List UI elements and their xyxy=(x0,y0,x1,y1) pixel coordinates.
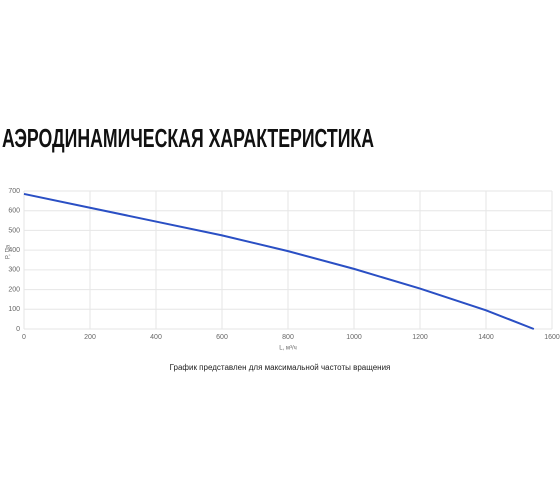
x-tick-label: 400 xyxy=(150,334,162,341)
caption: График представлен для максимальной част… xyxy=(170,363,391,372)
y-tick-label: 0 xyxy=(16,326,20,333)
x-axis-label: L, м³/ч xyxy=(279,346,297,352)
y-tick-label: 500 xyxy=(8,227,20,234)
x-tick-label: 0 xyxy=(22,334,26,341)
y-tick-label: 300 xyxy=(8,267,20,274)
x-tick-label: 200 xyxy=(84,334,96,341)
chart-title: АЭРОДИНАМИЧЕСКАЯ ХАРАКТЕРИСТИКА xyxy=(2,123,374,153)
data-line xyxy=(23,192,535,330)
y-tick-label: 400 xyxy=(8,247,20,254)
x-tick-label: 1000 xyxy=(346,334,362,341)
x-tick-label: 800 xyxy=(282,334,294,341)
x-tick-label: 1400 xyxy=(478,334,494,341)
y-tick-label: 200 xyxy=(8,286,20,293)
y-tick-label: 700 xyxy=(8,188,20,195)
y-axis-label: P, Па xyxy=(6,244,12,259)
x-tick-label: 1200 xyxy=(412,334,428,341)
y-tick-label: 100 xyxy=(8,306,20,313)
x-tick-label: 600 xyxy=(216,334,228,341)
x-tick-label: 1600 xyxy=(544,334,560,341)
y-tick-label: 600 xyxy=(8,208,20,215)
